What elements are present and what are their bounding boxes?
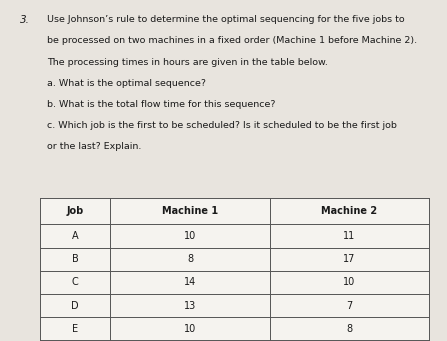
Text: b. What is the total flow time for this sequence?: b. What is the total flow time for this … — [47, 100, 275, 109]
Text: 10: 10 — [184, 324, 196, 334]
Text: The processing times in hours are given in the table below.: The processing times in hours are given … — [47, 58, 328, 66]
Text: 11: 11 — [343, 231, 355, 241]
Text: 10: 10 — [184, 231, 196, 241]
Text: Use Johnson’s rule to determine the optimal sequencing for the five jobs to: Use Johnson’s rule to determine the opti… — [47, 15, 405, 24]
Text: 3.: 3. — [20, 15, 30, 25]
Text: C: C — [72, 277, 79, 287]
Text: B: B — [72, 254, 79, 264]
Text: 17: 17 — [343, 254, 355, 264]
Text: c. Which job is the first to be scheduled? Is it scheduled to be the first job: c. Which job is the first to be schedule… — [47, 121, 397, 130]
Text: Machine 2: Machine 2 — [321, 206, 377, 216]
Text: a. What is the optimal sequence?: a. What is the optimal sequence? — [47, 79, 206, 88]
Text: Machine 1: Machine 1 — [162, 206, 218, 216]
Text: or the last? Explain.: or the last? Explain. — [47, 142, 141, 151]
Text: Job: Job — [67, 206, 84, 216]
Text: A: A — [72, 231, 79, 241]
Text: 7: 7 — [346, 300, 353, 311]
Text: D: D — [72, 300, 79, 311]
Text: 14: 14 — [184, 277, 196, 287]
Bar — [40, 198, 429, 341]
Text: 8: 8 — [346, 324, 353, 334]
Text: E: E — [72, 324, 78, 334]
Text: be processed on two machines in a fixed order (Machine 1 before Machine 2).: be processed on two machines in a fixed … — [47, 36, 417, 45]
Text: 8: 8 — [187, 254, 193, 264]
Text: 10: 10 — [343, 277, 355, 287]
Text: 13: 13 — [184, 300, 196, 311]
